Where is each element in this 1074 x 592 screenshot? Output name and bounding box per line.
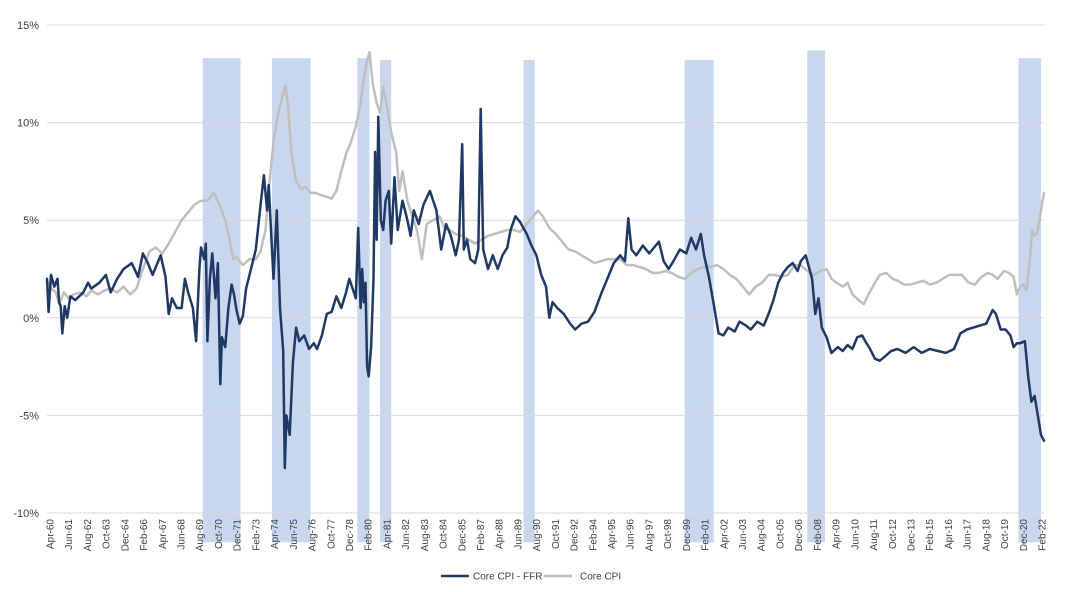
x-tick-label: Jun-89 xyxy=(513,519,524,550)
x-tick-label: Aug-76 xyxy=(308,519,319,552)
x-tick-label: Dec-64 xyxy=(120,519,131,552)
x-tick-label: Aug-97 xyxy=(644,519,655,552)
x-tick-label: Oct-63 xyxy=(102,519,113,549)
series-line-core-cpi xyxy=(45,51,1046,306)
x-tick-label: Apr-02 xyxy=(719,519,730,549)
x-tick-label: Aug-83 xyxy=(420,519,431,552)
y-tick-label: -10% xyxy=(13,508,39,520)
x-tick-label: Feb-73 xyxy=(251,519,262,551)
recession-band-5 xyxy=(523,60,535,543)
x-tick-label: Aug-11 xyxy=(869,519,880,551)
x-tick-label: Oct-98 xyxy=(663,519,674,549)
x-tick-label: Dec-71 xyxy=(233,519,244,552)
recession-band-8 xyxy=(1018,58,1042,543)
x-tick-label: Oct-19 xyxy=(1000,519,1011,549)
x-tick-label: Dec-92 xyxy=(570,519,581,552)
x-tick-label: Aug-04 xyxy=(757,519,768,552)
x-tick-label: Jun-10 xyxy=(850,519,861,550)
y-tick-label: 0% xyxy=(23,313,39,325)
x-tick-label: Jun-96 xyxy=(626,519,637,550)
x-tick-label: Oct-12 xyxy=(888,519,899,549)
recession-band-6 xyxy=(684,60,714,543)
x-tick-label: Feb-15 xyxy=(925,519,936,551)
y-axis-ticks: -10% -5% 0% 5% 10% 15% xyxy=(13,20,39,520)
x-tick-label: Oct-05 xyxy=(776,519,787,549)
x-tick-label: Jun-82 xyxy=(401,519,412,550)
x-tick-label: Aug-62 xyxy=(83,519,94,552)
x-tick-label: Apr-60 xyxy=(46,519,57,549)
x-tick-label: Oct-70 xyxy=(214,519,225,549)
x-tick-label: Apr-81 xyxy=(382,519,393,549)
x-tick-label: Jun-61 xyxy=(64,519,75,550)
x-tick-label: Aug-90 xyxy=(532,519,543,552)
y-tick-label: 5% xyxy=(23,215,39,227)
gridlines xyxy=(47,24,1044,514)
y-tick-label: 10% xyxy=(17,118,39,130)
series-lines xyxy=(45,51,1046,470)
recession-band-4 xyxy=(379,60,392,543)
x-tick-label: Feb-94 xyxy=(588,519,599,551)
x-axis-ticks: Apr-60 Jun-61 Aug-62 Oct-63 Dec-64 Feb-66 Apr-… xyxy=(46,519,1049,552)
x-tick-label: Dec-99 xyxy=(682,519,693,552)
y-tick-label: 15% xyxy=(17,20,39,32)
legend-label-core-cpi-ffr: Core CPI - FFR xyxy=(473,572,542,583)
x-tick-label: Jun-75 xyxy=(289,519,300,550)
x-tick-label: Apr-95 xyxy=(607,519,618,549)
x-tick-label: Apr-74 xyxy=(270,519,281,549)
y-tick-label: -5% xyxy=(19,410,39,422)
x-tick-label: Oct-91 xyxy=(551,519,562,549)
legend: Core CPI - FFR Core CPI xyxy=(441,572,621,583)
x-tick-label: Oct-77 xyxy=(326,519,337,549)
x-tick-label: Apr-67 xyxy=(158,519,169,549)
legend-label-core-cpi: Core CPI xyxy=(580,572,621,583)
x-tick-label: Dec-06 xyxy=(794,519,805,552)
x-tick-label: Apr-88 xyxy=(495,519,506,549)
recession-band-2 xyxy=(271,58,311,543)
x-tick-label: Feb-22 xyxy=(1038,519,1049,551)
x-tick-label: Feb-80 xyxy=(364,519,375,551)
x-tick-label: Dec-13 xyxy=(907,519,918,552)
recession-bands xyxy=(202,50,1042,543)
x-tick-label: Aug-69 xyxy=(195,519,206,552)
x-tick-label: Jun-68 xyxy=(177,519,188,550)
x-tick-label: Dec-20 xyxy=(1019,519,1030,552)
x-tick-label: Feb-08 xyxy=(813,519,824,551)
x-tick-label: Dec-85 xyxy=(457,519,468,552)
x-tick-label: Feb-01 xyxy=(701,519,712,551)
series-line-core-cpi-ffr xyxy=(45,107,1046,470)
x-tick-label: Feb-87 xyxy=(476,519,487,551)
recession-band-7 xyxy=(807,50,825,543)
x-tick-label: Feb-66 xyxy=(139,519,150,551)
x-tick-label: Apr-09 xyxy=(832,519,843,549)
x-tick-label: Dec-78 xyxy=(345,519,356,552)
x-tick-label: Oct-84 xyxy=(439,519,450,549)
x-tick-label: Apr-16 xyxy=(944,519,955,549)
x-tick-label: Jun-03 xyxy=(738,519,749,550)
x-tick-label: Jun-17 xyxy=(963,519,974,550)
x-tick-label: Aug-18 xyxy=(981,519,992,552)
